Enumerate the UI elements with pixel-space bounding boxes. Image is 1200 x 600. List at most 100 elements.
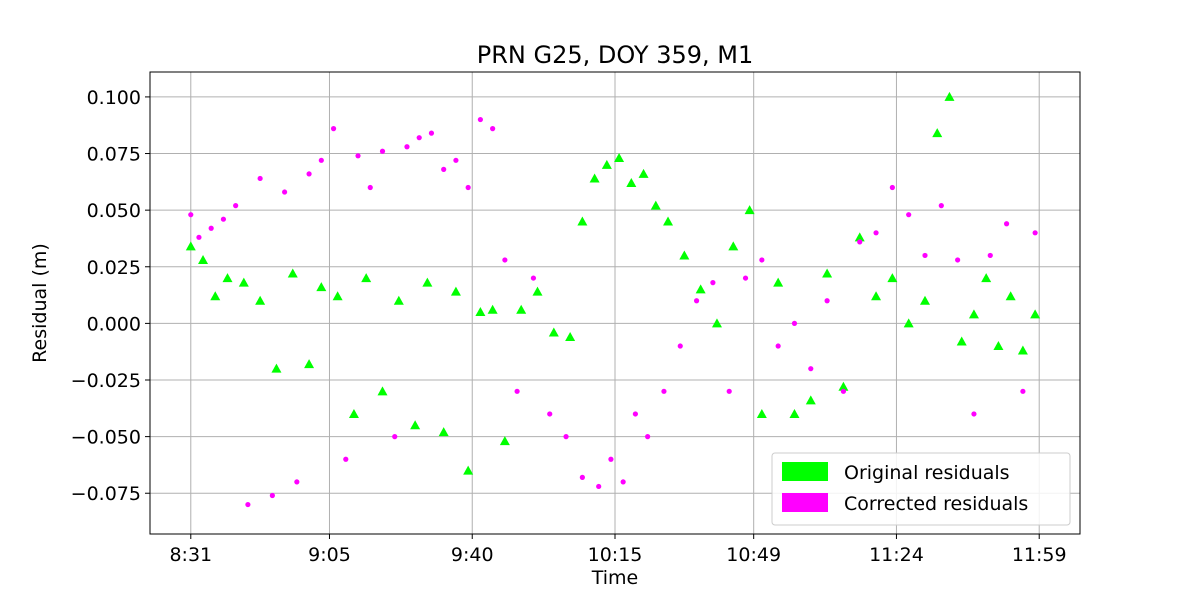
original-residual-point — [695, 284, 706, 294]
corrected-residual-point — [922, 252, 928, 259]
corrected-residual-point — [1020, 388, 1026, 394]
corrected-residual-point — [257, 175, 263, 182]
original-residual-point — [361, 273, 372, 283]
corrected-residual-point — [208, 225, 214, 231]
x-tick-label: 10:15 — [588, 544, 643, 566]
corrected-residual-point — [196, 234, 202, 240]
y-axis-label: Residual (m) — [29, 243, 51, 363]
original-residual-point — [271, 363, 282, 373]
original-residual-point — [185, 241, 196, 251]
corrected-residual-point — [547, 411, 553, 417]
y-tick-label: 0.050 — [87, 200, 141, 222]
corrected-residual-point — [404, 144, 410, 150]
corrected-residual-point — [1003, 221, 1010, 227]
original-residual-point — [728, 241, 739, 251]
original-residual-point — [198, 254, 209, 264]
corrected-residual-point — [233, 203, 239, 209]
original-residual-point — [210, 291, 221, 301]
corrected-residual-point — [269, 492, 275, 499]
corrected-residual-point — [971, 411, 977, 417]
original-residual-point — [1005, 291, 1016, 301]
y-tick-label: −0.050 — [71, 427, 141, 449]
corrected-residual-point — [759, 257, 765, 263]
original-residual-point — [887, 273, 898, 283]
original-residual-point — [332, 291, 343, 301]
original-residual-point — [920, 295, 930, 305]
corrected-residual-point — [620, 479, 626, 485]
corrected-residual-point — [775, 343, 781, 349]
corrected-residual-point — [579, 474, 585, 480]
original-residual-point — [956, 336, 967, 346]
original-residual-point — [773, 277, 784, 287]
original-residual-point — [238, 277, 249, 287]
chart-title: PRN G25, DOY 359, M1 — [477, 41, 754, 69]
legend-swatch-corrected — [782, 493, 828, 512]
corrected-residual-point — [889, 184, 895, 191]
corrected-residual-point — [596, 483, 602, 490]
corrected-residual-point — [693, 298, 700, 304]
corrected-residual-point — [392, 434, 398, 440]
corrected-residual-point — [645, 434, 651, 440]
corrected-residual-point — [477, 116, 483, 123]
original-residual-point — [548, 327, 559, 337]
original-residual-point — [463, 465, 474, 475]
original-residual-point — [475, 307, 486, 317]
corrected-residual-point — [220, 216, 227, 222]
corrected-residual-point — [502, 257, 508, 263]
y-tick-label: 0.075 — [87, 144, 141, 166]
original-residual-point — [614, 153, 625, 163]
corrected-residual-point — [428, 130, 435, 136]
corrected-residual-point — [873, 230, 879, 236]
corrected-residual-point — [355, 153, 361, 159]
original-residual-point — [679, 250, 690, 260]
series-corrected-residuals — [188, 116, 1038, 508]
x-tick-label: 8:31 — [169, 544, 212, 566]
corrected-residual-point — [490, 126, 496, 132]
corrected-residual-point — [632, 411, 638, 417]
corrected-residual-point — [955, 257, 961, 263]
x-tick-label: 10:49 — [726, 544, 781, 566]
original-residual-point — [981, 273, 992, 283]
original-residual-point — [532, 286, 543, 296]
original-residual-point — [805, 395, 816, 405]
legend-box — [771, 452, 1071, 526]
x-tick-label: 11:24 — [869, 544, 924, 566]
y-tick-label: −0.025 — [71, 370, 141, 392]
corrected-residual-point — [608, 456, 614, 462]
y-tick-label: 0.025 — [87, 257, 141, 279]
corrected-residual-point — [282, 189, 288, 195]
x-tick-label: 9:40 — [451, 544, 494, 566]
x-tick-label: 9:05 — [308, 544, 351, 566]
original-residual-point — [499, 436, 510, 446]
original-residual-point — [711, 318, 722, 328]
original-residual-point — [393, 295, 404, 305]
corrected-residual-point — [742, 275, 749, 281]
original-residual-point — [932, 128, 943, 138]
corrected-residual-point — [465, 184, 471, 191]
original-residual-point — [601, 159, 612, 169]
corrected-residual-point — [661, 388, 667, 394]
corrected-residual-point — [791, 320, 798, 326]
original-residual-point — [316, 282, 327, 292]
corrected-residual-point — [294, 479, 300, 485]
corrected-residual-point — [677, 343, 683, 349]
y-tick-label: 0.000 — [87, 313, 141, 335]
original-residual-point — [377, 386, 388, 396]
corrected-residual-point — [379, 148, 386, 154]
x-axis-ticks: 8:31 9:05 9:40 10:15 10:49 11:24 11:59 — [169, 534, 1067, 566]
original-residual-point — [304, 359, 315, 369]
corrected-residual-point — [840, 388, 847, 394]
original-residual-point — [438, 427, 449, 437]
original-residual-point — [756, 408, 767, 418]
corrected-residual-point — [1032, 230, 1038, 236]
original-residual-point — [422, 277, 433, 287]
y-tick-label: −0.075 — [71, 483, 141, 505]
y-axis-ticks: 0.100 0.075 0.050 0.025 0.000 −0.025 −0.050 −0.… — [71, 87, 150, 505]
original-residual-point — [1017, 345, 1028, 355]
original-residual-point — [903, 318, 914, 328]
corrected-residual-point — [906, 212, 912, 218]
corrected-residual-point — [343, 456, 349, 462]
corrected-residual-point — [453, 157, 459, 163]
